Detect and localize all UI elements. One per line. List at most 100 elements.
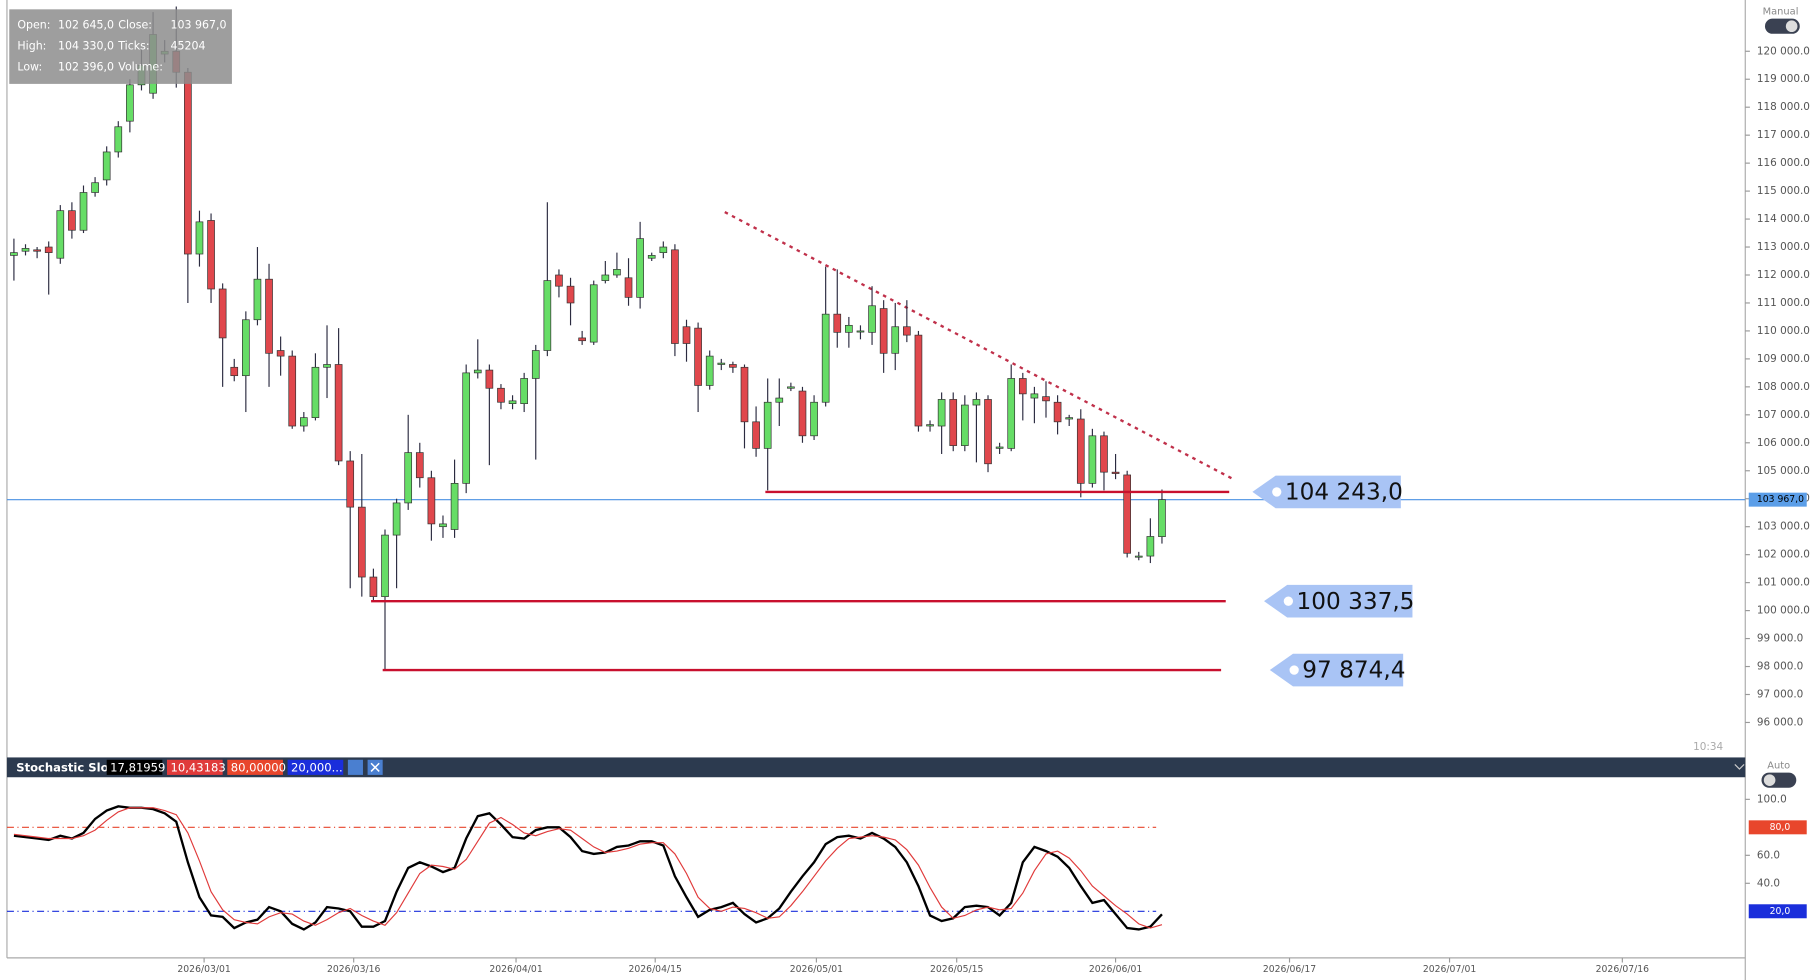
candle-body bbox=[10, 252, 18, 256]
candle-body bbox=[485, 369, 494, 389]
mode-label: Auto bbox=[1767, 761, 1790, 772]
y-tick-label: 102 000.0 bbox=[1757, 549, 1810, 561]
chevron[interactable] bbox=[1734, 764, 1745, 770]
level-tag bbox=[1264, 584, 1413, 618]
level-label: 97 874,4 bbox=[1302, 657, 1405, 684]
candle-body bbox=[184, 71, 192, 255]
candle-body bbox=[323, 364, 331, 368]
candle-body bbox=[207, 220, 215, 290]
level-label: 104 243,0 bbox=[1285, 479, 1403, 506]
x-tick-label: 2026/04/15 bbox=[629, 964, 682, 975]
candle-body bbox=[508, 400, 517, 404]
candle-body bbox=[787, 386, 795, 389]
candle-body bbox=[555, 274, 563, 287]
y-tick-label: 100 000.0 bbox=[1757, 605, 1810, 617]
candle-body bbox=[740, 366, 749, 423]
candle-body bbox=[972, 399, 981, 406]
x-tick-label: 2026/05/15 bbox=[930, 964, 983, 975]
candle-body bbox=[497, 387, 505, 403]
candle-body bbox=[427, 477, 436, 525]
info-label: Low: bbox=[17, 61, 42, 74]
candle-body bbox=[276, 350, 285, 357]
indicator-title: Stochastic Slow bbox=[16, 760, 119, 774]
candle-body bbox=[91, 182, 99, 193]
toggle-knob bbox=[1763, 774, 1776, 786]
candle-body bbox=[984, 399, 992, 465]
candle-body bbox=[346, 460, 355, 508]
level-box bbox=[1748, 904, 1807, 919]
candle-body bbox=[717, 362, 726, 365]
y-tick-label: 110 000.0 bbox=[1757, 325, 1810, 337]
y-tick-label: 115 000.0 bbox=[1757, 185, 1810, 197]
candle-body bbox=[995, 446, 1004, 449]
candle-body bbox=[752, 421, 760, 449]
candle-body bbox=[589, 284, 598, 343]
candle-body bbox=[531, 350, 540, 379]
candle-body bbox=[1018, 378, 1027, 395]
x-tick-label: 2026/06/17 bbox=[1263, 964, 1316, 975]
candle-body bbox=[253, 278, 262, 321]
candle-body bbox=[937, 399, 946, 427]
level-box bbox=[1748, 820, 1807, 835]
y-tick-label: 120 000.0 bbox=[1757, 45, 1810, 57]
candle-body bbox=[439, 523, 447, 528]
info-label: High: bbox=[17, 40, 46, 53]
y-tick-label: 116 000.0 bbox=[1757, 157, 1810, 169]
candle-body bbox=[613, 269, 621, 276]
candle-body bbox=[56, 210, 65, 259]
stochastic-line bbox=[13, 807, 1163, 929]
value-label: 20,000... bbox=[291, 760, 343, 774]
x-tick-label: 2026/07/01 bbox=[1423, 964, 1476, 975]
y-tick-label: 101 000.0 bbox=[1757, 577, 1810, 589]
candle-body bbox=[79, 192, 88, 231]
y-tick-label: 97 000.0 bbox=[1757, 688, 1803, 700]
x-tick-label: 2026/05/01 bbox=[790, 964, 843, 975]
candle-body bbox=[845, 324, 853, 333]
candle-body bbox=[821, 313, 830, 403]
candle-body bbox=[763, 401, 772, 449]
info-label: Volume: bbox=[118, 61, 163, 74]
value-box bbox=[227, 759, 283, 775]
candle-body bbox=[1065, 417, 1074, 420]
level-label: 80,0 bbox=[1770, 822, 1791, 833]
candle-body bbox=[1158, 499, 1166, 537]
candle-body bbox=[33, 249, 41, 252]
candle-body bbox=[903, 326, 911, 336]
y-tick-label: 119 000.0 bbox=[1757, 73, 1810, 85]
candle-body bbox=[450, 482, 459, 530]
info-value: 45204 bbox=[170, 40, 205, 53]
candle-body bbox=[659, 246, 668, 253]
candle-body bbox=[833, 313, 842, 333]
info-label: Ticks: bbox=[117, 40, 149, 53]
candle-body bbox=[798, 390, 807, 437]
candle-body bbox=[369, 576, 378, 597]
candle-body bbox=[566, 285, 575, 304]
info-box bbox=[9, 9, 232, 84]
candle-body bbox=[868, 305, 876, 333]
info-label: Close: bbox=[118, 19, 152, 32]
candle-body bbox=[265, 278, 273, 354]
time-label: 10:34 bbox=[1693, 741, 1723, 753]
candle-body bbox=[381, 534, 389, 597]
candle-body bbox=[311, 366, 320, 418]
y-tick-label: 60.0 bbox=[1757, 849, 1780, 861]
candle-body bbox=[242, 319, 250, 377]
info-value: 102 396,0 bbox=[58, 61, 114, 74]
candle-body bbox=[671, 249, 679, 344]
y-tick-label: 114 000.0 bbox=[1757, 213, 1810, 225]
candle-body bbox=[218, 288, 227, 339]
candle-body bbox=[1134, 555, 1143, 558]
mode-label: Manual bbox=[1763, 7, 1799, 18]
candle-body bbox=[299, 417, 308, 427]
visibility-icon[interactable] bbox=[347, 759, 363, 775]
candle-body bbox=[1123, 474, 1131, 554]
trend-line bbox=[724, 211, 1236, 482]
info-label: Open: bbox=[17, 19, 50, 32]
y-tick-label: 103 000.0 bbox=[1757, 521, 1810, 533]
candle-body bbox=[694, 327, 702, 386]
candle-body bbox=[856, 330, 865, 333]
info-value: 102 645,0 bbox=[58, 19, 114, 32]
y-tick-label: 108 000.0 bbox=[1757, 381, 1810, 393]
level-tag bbox=[1269, 653, 1404, 687]
